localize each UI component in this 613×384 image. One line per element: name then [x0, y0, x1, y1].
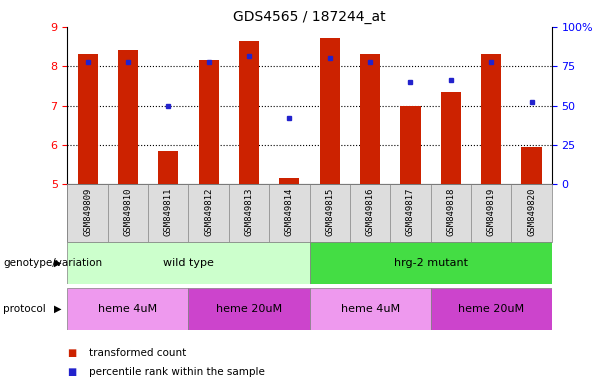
Text: GSM849816: GSM849816	[365, 187, 375, 235]
Bar	[441, 92, 461, 184]
Text: GSM849812: GSM849812	[204, 187, 213, 235]
Bar	[158, 151, 178, 184]
Text: GSM849811: GSM849811	[164, 187, 173, 235]
Bar	[239, 41, 259, 184]
Bar	[319, 38, 340, 184]
Text: ▶: ▶	[54, 304, 61, 314]
Bar	[310, 242, 552, 284]
Text: genotype/variation: genotype/variation	[3, 258, 102, 268]
Text: heme 4uM: heme 4uM	[341, 304, 400, 314]
Text: hrg-2 mutant: hrg-2 mutant	[394, 258, 468, 268]
Text: transformed count: transformed count	[89, 348, 186, 358]
Text: GSM849817: GSM849817	[406, 187, 415, 235]
Text: GSM849813: GSM849813	[245, 187, 254, 235]
Bar	[118, 50, 138, 184]
Text: GSM849818: GSM849818	[446, 187, 455, 235]
Bar	[199, 60, 219, 184]
Bar	[310, 288, 431, 330]
Bar	[522, 147, 542, 184]
Text: heme 20uM: heme 20uM	[458, 304, 524, 314]
Bar	[431, 288, 552, 330]
Text: GSM849819: GSM849819	[487, 187, 496, 235]
Bar	[400, 106, 421, 184]
Text: ▶: ▶	[54, 258, 61, 268]
Bar	[67, 288, 189, 330]
Text: GSM849809: GSM849809	[83, 187, 92, 235]
Bar	[189, 288, 310, 330]
Title: GDS4565 / 187244_at: GDS4565 / 187244_at	[234, 10, 386, 25]
Bar	[360, 55, 380, 184]
Text: GSM849814: GSM849814	[285, 187, 294, 235]
Bar	[77, 55, 97, 184]
Text: heme 4uM: heme 4uM	[99, 304, 158, 314]
Text: wild type: wild type	[163, 258, 214, 268]
Text: protocol: protocol	[3, 304, 46, 314]
Bar	[280, 179, 300, 184]
Text: GSM849820: GSM849820	[527, 187, 536, 235]
Text: GSM849810: GSM849810	[123, 187, 132, 235]
Text: ■: ■	[67, 367, 77, 377]
Bar	[481, 55, 501, 184]
Text: percentile rank within the sample: percentile rank within the sample	[89, 367, 265, 377]
Text: ■: ■	[67, 348, 77, 358]
Bar	[67, 242, 310, 284]
Text: heme 20uM: heme 20uM	[216, 304, 282, 314]
Text: GSM849815: GSM849815	[326, 187, 334, 235]
